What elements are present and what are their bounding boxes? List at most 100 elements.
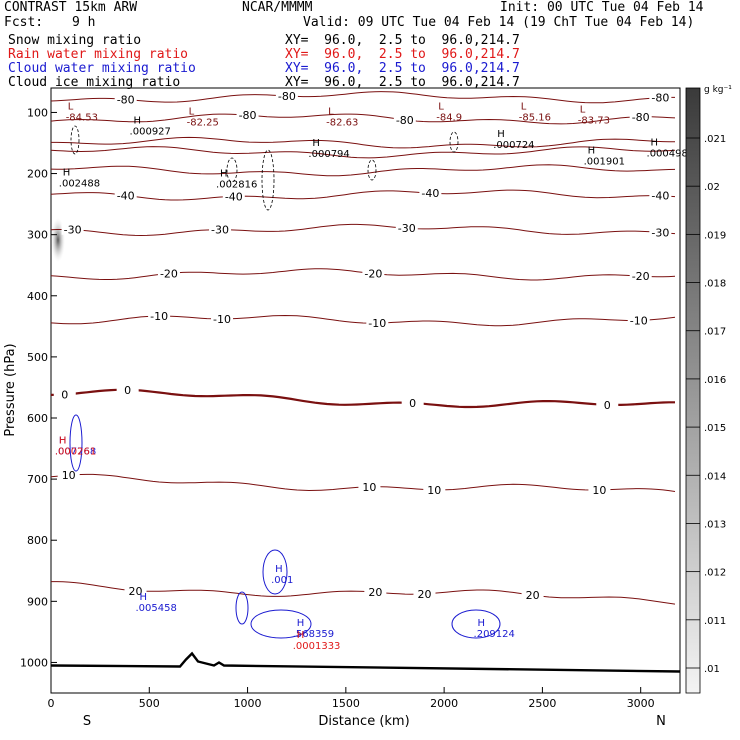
init-time: Init: 00 UTC Tue 04 Feb 14 bbox=[500, 0, 704, 15]
isotherm-label: -10 bbox=[213, 313, 231, 326]
extremum-value: .0001333 bbox=[293, 641, 341, 652]
extremum-marker: H bbox=[59, 436, 67, 447]
isotherm-label: -40 bbox=[117, 189, 135, 202]
colorbar-tick-label: .011 bbox=[704, 616, 726, 627]
cloud-ice-contour bbox=[226, 157, 238, 183]
isotherm-label: 10 bbox=[592, 484, 606, 497]
x-tick-label: 2000 bbox=[430, 697, 458, 710]
extremum-value: .000498 bbox=[647, 148, 688, 159]
isotherm-label-bg bbox=[236, 109, 259, 121]
extremum-marker: H bbox=[275, 564, 283, 575]
isotherm-label-bg bbox=[521, 589, 544, 601]
extremum-value: .005458 bbox=[135, 603, 176, 614]
extremum-value: -84.9 bbox=[436, 112, 462, 123]
extremum-value: .002816 bbox=[216, 180, 257, 191]
isotherm-line bbox=[50, 189, 676, 201]
x-tick-label: 1000 bbox=[234, 697, 262, 710]
colorbar-tick-label: .013 bbox=[704, 519, 726, 530]
isotherm-label-bg bbox=[649, 91, 672, 103]
isotherm-label: -20 bbox=[632, 270, 650, 283]
isotherm-line bbox=[50, 388, 675, 409]
isotherm-label-bg bbox=[366, 317, 389, 329]
isotherm-label-bg bbox=[211, 312, 234, 324]
x-tick-label: 1500 bbox=[332, 697, 360, 710]
y-tick-label: 900 bbox=[27, 595, 48, 608]
extremum-value: .002488 bbox=[59, 178, 100, 189]
field-xy-snow: XY= 96.0, 2.5 to 96.0,214.7 bbox=[285, 33, 520, 48]
extremum-marker: H bbox=[134, 115, 142, 126]
isotherm-line bbox=[50, 164, 676, 177]
isotherm-label: 10 bbox=[427, 484, 441, 497]
y-tick-label: 600 bbox=[27, 412, 48, 425]
extremum-marker: H bbox=[297, 618, 305, 629]
isotherm-label: 10 bbox=[362, 481, 376, 494]
isotherm-label: 20 bbox=[129, 585, 143, 598]
isotherm-label-bg bbox=[629, 110, 652, 122]
isotherm-label-bg bbox=[364, 586, 387, 598]
isotherm-label: 0 bbox=[61, 388, 68, 401]
isotherm-label-bg bbox=[275, 89, 298, 101]
isotherm-label-bg bbox=[596, 398, 619, 410]
isotherm-label-bg bbox=[114, 93, 137, 105]
field-label-cloudwater: Cloud water mixing ratio bbox=[8, 61, 196, 76]
extremum-value: .007768 bbox=[55, 447, 96, 458]
y-axis-title: Pressure (hPa) bbox=[3, 343, 18, 436]
isotherm-label-bg bbox=[423, 483, 446, 495]
isotherm-label-bg bbox=[401, 397, 424, 409]
isotherm-label-bg bbox=[649, 226, 672, 238]
extremum-marker: L bbox=[521, 101, 527, 112]
y-tick-label: 700 bbox=[27, 473, 48, 486]
isotherm-label: -30 bbox=[398, 222, 416, 235]
ground-surface bbox=[50, 651, 681, 673]
isotherm-line bbox=[50, 314, 676, 327]
extremum-marker: H bbox=[588, 145, 596, 156]
colorbar-tick-label: .016 bbox=[704, 375, 726, 386]
field-label-snow: Snow mixing ratio bbox=[8, 33, 142, 48]
isotherm-label: 0 bbox=[409, 397, 416, 410]
isotherm-label-bg bbox=[413, 587, 436, 599]
y-tick-label: 800 bbox=[27, 534, 48, 547]
center-label: NCAR/MMMM bbox=[242, 0, 313, 15]
isotherm-label: 10 bbox=[62, 469, 76, 482]
x-right-end-label: N bbox=[656, 714, 666, 729]
isotherm-label-bg bbox=[649, 189, 672, 201]
extremum-marker: L bbox=[68, 101, 74, 112]
extremum-marker: H bbox=[297, 630, 305, 641]
cloud-ice-contour bbox=[367, 159, 377, 181]
cloud-ice-contour bbox=[449, 131, 459, 153]
isotherm-label-bg bbox=[61, 223, 84, 235]
x-tick-label: 0 bbox=[48, 697, 55, 710]
extremum-value: .000927 bbox=[130, 126, 171, 137]
isotherm-label: 20 bbox=[368, 586, 382, 599]
isotherm-line bbox=[51, 581, 676, 605]
extremum-marker: H bbox=[220, 169, 228, 180]
colorbar-tick-label: .021 bbox=[704, 134, 726, 145]
y-tick-label: 100 bbox=[27, 106, 48, 119]
isotherm-line bbox=[50, 91, 675, 104]
extremum-value: .000261 bbox=[55, 447, 96, 458]
isotherm-label-bg bbox=[222, 190, 245, 202]
valid-time: Valid: 09 UTC Tue 04 Feb 14 (19 ChT Tue … bbox=[303, 15, 695, 30]
isotherm-label-bg bbox=[148, 310, 171, 322]
isotherm-label: -80 bbox=[117, 93, 135, 106]
cloud-water-contour bbox=[451, 609, 501, 639]
isotherm-label: -40 bbox=[421, 187, 439, 200]
cloud-ice-contour bbox=[70, 125, 80, 155]
extremum-marker: L bbox=[580, 104, 586, 115]
isotherm-line bbox=[51, 136, 675, 149]
extremum-marker: L bbox=[438, 101, 444, 112]
isotherm-label: 0 bbox=[124, 384, 131, 397]
isotherm-label-bg bbox=[358, 480, 381, 492]
model-title: CONTRAST 15km ARW bbox=[4, 0, 138, 15]
isotherm-label: -40 bbox=[651, 190, 669, 203]
isotherm-label-bg bbox=[588, 483, 611, 495]
x-left-end-label: S bbox=[83, 714, 91, 729]
extremum-marker: H bbox=[312, 138, 320, 149]
extremum-value: -84.53 bbox=[66, 112, 98, 123]
y-tick-label: 1000 bbox=[20, 656, 48, 669]
isotherm-label: -10 bbox=[368, 317, 386, 330]
extremum-value: .000724 bbox=[493, 140, 534, 151]
isotherm-label-bg bbox=[627, 314, 650, 326]
isotherm-label: -80 bbox=[278, 90, 296, 103]
cloud-water-contour bbox=[262, 549, 288, 595]
